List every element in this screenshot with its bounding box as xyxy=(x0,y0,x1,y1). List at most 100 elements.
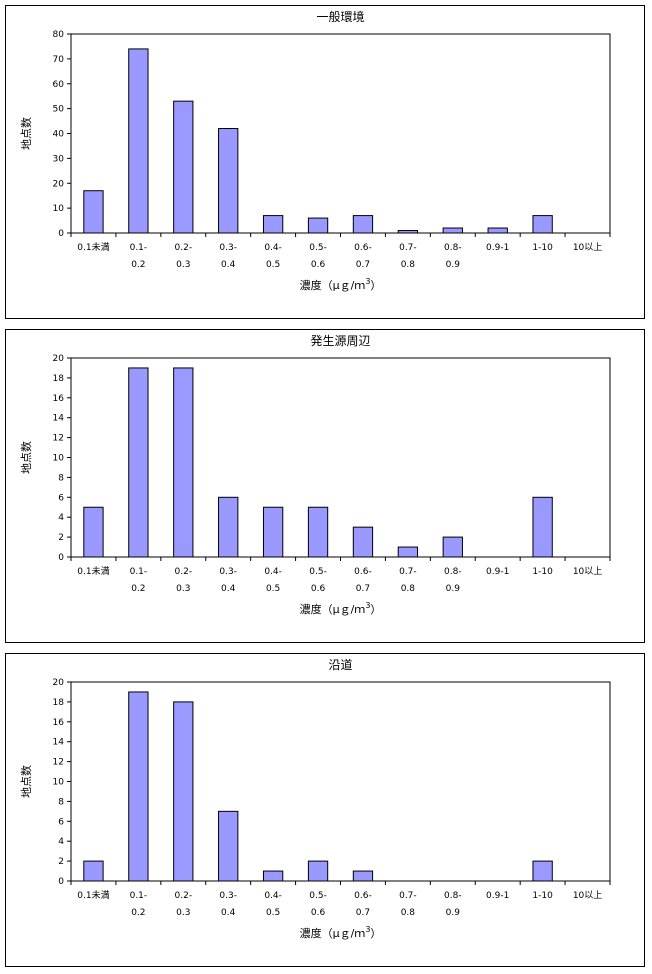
y-tick-label: 20 xyxy=(53,179,65,189)
y-tick-label: 18 xyxy=(53,374,65,384)
y-tick-label: 4 xyxy=(58,837,64,847)
chart-panel-roadside: 沿道 0 2 4 6 8 10 12 14 16 18 20 0.1未満 0.1- 0.2 0.2- 0.3 0.… xyxy=(5,653,645,967)
x-tick-label: 0.1- xyxy=(130,243,148,253)
y-tick-label: 0 xyxy=(58,553,64,563)
x-tick-label: 0.2- xyxy=(175,567,193,577)
x-tick-label: 0.3- xyxy=(219,567,237,577)
bar xyxy=(83,190,104,234)
x-tick-label: 0.7 xyxy=(356,260,370,270)
bar xyxy=(487,227,508,234)
bar xyxy=(352,526,374,558)
y-tick-label: 20 xyxy=(53,354,65,364)
y-tick-label: 2 xyxy=(58,857,64,867)
chart-title: 発生源周辺 xyxy=(310,334,370,348)
y-tick-label: 8 xyxy=(58,473,64,483)
bar xyxy=(352,215,374,234)
chart-title: 一般環境 xyxy=(316,9,364,24)
bar xyxy=(218,810,239,882)
x-tick-label: 0.1未満 xyxy=(77,565,109,577)
x-tick-label: 1-10 xyxy=(532,243,553,253)
x-tick-label: 0.4 xyxy=(221,260,236,270)
x-tick-label: 0.6 xyxy=(311,260,326,270)
y-tick-label: 6 xyxy=(58,817,64,827)
y-tick-label: 0 xyxy=(58,877,64,887)
x-axis-label: 濃度（μｇ/ｍ3） xyxy=(300,925,382,940)
x-tick-label: 0.9 xyxy=(446,260,461,270)
x-tick-label: 0.4 xyxy=(221,908,236,918)
y-tick-label: 12 xyxy=(53,758,64,768)
bar xyxy=(397,546,419,558)
x-tick-label: 0.8- xyxy=(444,891,462,901)
bar xyxy=(352,870,374,882)
x-tick-label: 0.1未満 xyxy=(77,889,109,901)
x-tick-label: 0.6 xyxy=(311,584,326,594)
y-tick-label: 30 xyxy=(53,154,65,164)
bar xyxy=(307,860,329,882)
bar xyxy=(218,496,239,558)
x-axis-label: 濃度（μｇ/ｍ3） xyxy=(300,601,382,616)
x-tick-label: 0.6- xyxy=(354,891,372,901)
x-tick-label: 0.8- xyxy=(444,567,462,577)
bar xyxy=(532,496,553,558)
x-tick-label: 0.2 xyxy=(131,260,145,270)
bar xyxy=(532,860,553,882)
x-tick-label: 0.5 xyxy=(266,908,280,918)
x-tick-label: 0.1未満 xyxy=(77,241,109,253)
x-tick-label: 0.4- xyxy=(264,567,282,577)
x-tick-label: 0.8 xyxy=(401,260,416,270)
y-tick-label: 70 xyxy=(53,55,65,65)
x-tick-label: 0.9-1 xyxy=(486,243,509,253)
chart-title: 沿道 xyxy=(328,658,352,672)
chart-panel-general: 一般環境 0 10 20 30 40 50 60 70 80 0.1未満 0.1- 0.2 0.2- 0.3… xyxy=(5,5,645,319)
bar xyxy=(83,506,104,558)
x-tick-label: 0.2- xyxy=(175,891,193,901)
y-tick-label: 50 xyxy=(53,105,65,115)
x-tick-label: 0.5 xyxy=(266,260,280,270)
x-tick-label: 0.8 xyxy=(401,584,416,594)
y-tick-label: 16 xyxy=(53,394,65,404)
bar xyxy=(307,217,329,234)
x-tick-label: 0.9-1 xyxy=(486,891,509,901)
chart-svg-general: 一般環境 0 10 20 30 40 50 60 70 80 0.1未満 0.1- 0.2 0.2- 0.3… xyxy=(20,9,611,292)
y-tick-label: 10 xyxy=(53,454,65,464)
x-tick-label: 0.5- xyxy=(309,891,327,901)
x-axis-label: 濃度（μｇ/ｍ3） xyxy=(300,277,382,292)
bar xyxy=(173,367,194,558)
y-tick-label: 10 xyxy=(53,778,65,788)
x-tick-label: 0.6 xyxy=(311,908,326,918)
x-tick-label: 1-10 xyxy=(532,567,553,577)
x-tick-label: 0.6- xyxy=(354,567,372,577)
bar xyxy=(128,48,149,234)
x-tick-label: 10以上 xyxy=(573,890,602,901)
y-tick-label: 40 xyxy=(53,130,65,140)
x-tick-label: 0.9-1 xyxy=(486,567,509,577)
x-tick-label: 0.2 xyxy=(131,908,145,918)
x-tick-label: 10以上 xyxy=(573,242,602,253)
y-axis-label: 地点数 xyxy=(20,765,33,798)
y-tick-label: 20 xyxy=(53,678,65,688)
bar xyxy=(532,215,553,234)
x-tick-label: 0.2- xyxy=(175,243,193,253)
y-tick-label: 8 xyxy=(58,797,64,807)
bar xyxy=(218,128,239,234)
bar xyxy=(128,367,149,558)
x-tick-label: 0.3- xyxy=(219,891,237,901)
bar xyxy=(128,691,149,882)
x-tick-label: 0.1- xyxy=(130,567,148,577)
x-tick-label: 0.4- xyxy=(264,891,282,901)
y-tick-label: 60 xyxy=(53,80,65,90)
x-tick-label: 0.7- xyxy=(399,891,417,901)
chart-panel-source: 発生源周辺 0 2 4 6 8 10 12 14 16 18 20 0.1未満 0.1- 0.2 0.2- 0.… xyxy=(5,329,645,643)
plot-area xyxy=(70,357,611,558)
chart-svg-source: 発生源周辺 0 2 4 6 8 10 12 14 16 18 20 0.1未満 0.1- 0.2 0.2- 0.… xyxy=(20,334,611,616)
x-tick-label: 0.7- xyxy=(399,243,417,253)
bar xyxy=(442,536,463,558)
x-tick-label: 0.3 xyxy=(176,908,190,918)
x-tick-label: 0.5- xyxy=(309,243,327,253)
x-tick-label: 0.2 xyxy=(131,584,145,594)
plot-area xyxy=(70,33,611,234)
x-tick-label: 0.8 xyxy=(401,908,416,918)
x-tick-label: 0.5- xyxy=(309,567,327,577)
bar xyxy=(173,701,194,882)
chart-svg-roadside: 沿道 0 2 4 6 8 10 12 14 16 18 20 0.1未満 0.1- 0.2 0.2- 0.3 0.… xyxy=(20,658,611,940)
